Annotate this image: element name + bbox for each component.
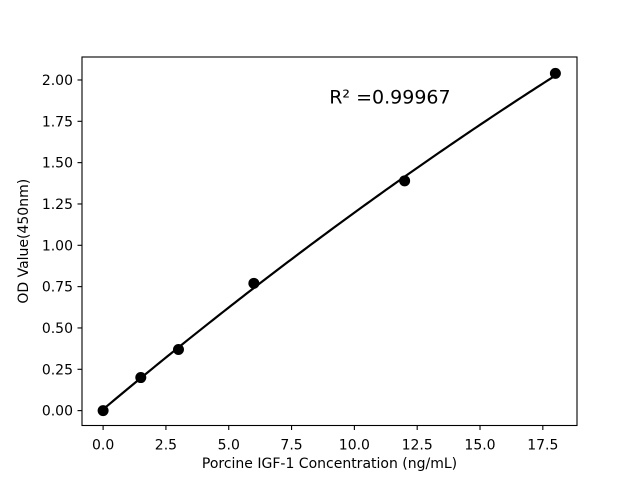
y-tick-label: 0.00 bbox=[42, 404, 73, 420]
y-axis-label: OD Value(450nm) bbox=[16, 179, 32, 304]
y-tick-label: 1.75 bbox=[42, 114, 73, 130]
y-tick-label: 1.00 bbox=[42, 238, 73, 254]
axis-ticks-group: 0.0 2.5 5.0 7.5 10.0 12.5 15.0 17.5 0.00 0.25 0.50… bbox=[42, 73, 559, 454]
y-tick-label: 0.25 bbox=[42, 362, 73, 378]
r-squared-annotation: R² =0.99967 bbox=[329, 87, 450, 109]
plot-frame-group bbox=[81, 56, 578, 427]
x-axis-label: Porcine IGF-1 Concentration (ng/mL) bbox=[202, 456, 457, 472]
y-tick-label: 1.50 bbox=[42, 156, 73, 172]
x-tick-label: 5.0 bbox=[218, 438, 240, 454]
x-tick-label: 10.0 bbox=[339, 438, 370, 454]
data-point bbox=[172, 343, 184, 355]
y-tick-label: 0.75 bbox=[42, 280, 73, 296]
x-tick-label: 15.0 bbox=[464, 438, 495, 454]
x-tick-label: 2.5 bbox=[155, 438, 177, 454]
data-series-group bbox=[97, 67, 561, 417]
data-point bbox=[135, 372, 147, 384]
y-tick-label: 2.00 bbox=[42, 73, 73, 89]
x-tick-label: 12.5 bbox=[402, 438, 433, 454]
fit-line bbox=[102, 74, 557, 411]
x-tick-label: 7.5 bbox=[280, 438, 302, 454]
y-tick-label: 1.25 bbox=[42, 197, 73, 213]
data-point bbox=[399, 175, 411, 187]
plot-frame bbox=[81, 56, 578, 427]
data-point bbox=[549, 67, 561, 79]
x-tick-label: 17.5 bbox=[527, 438, 558, 454]
y-tick-label: 0.50 bbox=[42, 321, 73, 337]
data-point bbox=[97, 405, 109, 417]
x-tick-label: 0.0 bbox=[92, 438, 114, 454]
data-point bbox=[248, 277, 260, 289]
